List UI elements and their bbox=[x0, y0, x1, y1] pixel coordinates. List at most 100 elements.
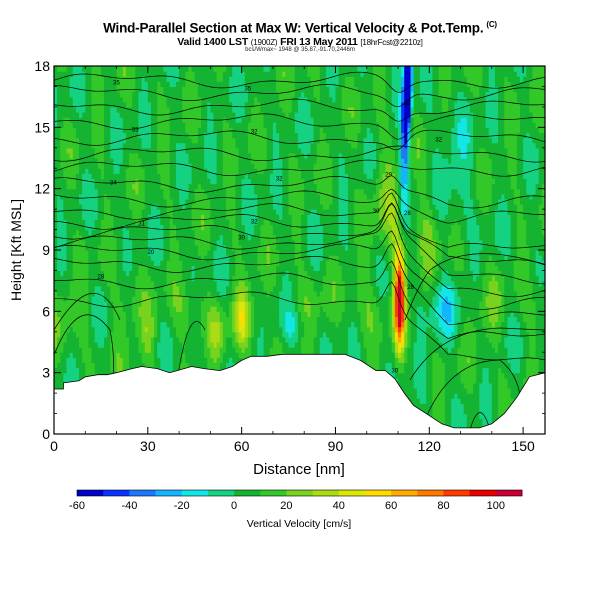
heat-cell bbox=[238, 347, 243, 353]
heat-cell bbox=[213, 122, 218, 128]
heat-cell bbox=[200, 214, 205, 220]
heat-cell bbox=[125, 331, 130, 338]
heat-cell bbox=[75, 357, 80, 364]
heat-cell bbox=[172, 239, 177, 246]
heat-cell bbox=[210, 106, 215, 113]
heat-cell bbox=[179, 234, 183, 241]
heat-cell bbox=[100, 117, 105, 123]
heat-cell bbox=[229, 255, 233, 261]
heat-cell bbox=[57, 152, 61, 159]
heat-cell bbox=[54, 270, 58, 277]
heat-cell bbox=[63, 229, 68, 236]
heat-cell bbox=[75, 331, 80, 338]
heat-cell bbox=[194, 357, 199, 364]
heat-cell bbox=[263, 352, 268, 358]
heat-cell bbox=[213, 260, 218, 266]
heat-cell bbox=[141, 91, 146, 98]
heat-cell bbox=[204, 204, 208, 210]
heat-cell bbox=[138, 71, 143, 77]
heat-cell bbox=[113, 173, 118, 180]
heat-cell bbox=[175, 239, 180, 246]
heat-cell bbox=[54, 193, 58, 200]
heat-cell bbox=[241, 132, 246, 139]
heat-cell bbox=[144, 122, 149, 128]
heat-cell bbox=[94, 173, 99, 180]
heat-cell bbox=[260, 193, 265, 200]
heat-cell bbox=[229, 132, 233, 139]
heat-cell bbox=[119, 71, 124, 77]
heat-cell bbox=[157, 285, 161, 292]
heat-cell bbox=[132, 306, 136, 312]
heat-cell bbox=[72, 168, 77, 174]
heat-cell bbox=[138, 137, 143, 144]
heat-cell bbox=[91, 158, 96, 164]
heat-cell bbox=[113, 71, 118, 77]
heat-cell bbox=[257, 122, 262, 128]
heat-cell bbox=[63, 342, 68, 348]
heat-cell bbox=[226, 81, 230, 88]
heat-cell bbox=[88, 306, 93, 312]
heat-cell bbox=[82, 163, 86, 169]
heat-cell bbox=[238, 296, 243, 302]
heat-cell bbox=[235, 331, 240, 338]
heat-cell bbox=[85, 347, 89, 353]
heat-cell bbox=[110, 367, 115, 374]
heat-cell bbox=[222, 306, 227, 312]
heat-cell bbox=[166, 296, 171, 302]
heat-cell bbox=[60, 234, 64, 241]
heat-cell bbox=[191, 106, 196, 113]
heat-cell bbox=[175, 362, 180, 369]
heat-cell bbox=[154, 357, 158, 364]
heat-cell bbox=[75, 209, 80, 215]
heat-cell bbox=[91, 127, 96, 134]
heat-cell bbox=[179, 81, 183, 88]
heat-cell bbox=[204, 244, 208, 251]
heat-cell bbox=[147, 306, 152, 312]
heat-cell bbox=[213, 91, 218, 98]
heat-cell bbox=[247, 296, 252, 302]
heat-cell bbox=[169, 193, 174, 200]
heat-cell bbox=[163, 158, 168, 164]
heat-cell bbox=[150, 81, 155, 88]
heat-cell bbox=[88, 137, 93, 144]
heat-cell bbox=[229, 66, 233, 72]
heat-cell bbox=[157, 336, 161, 343]
heat-cell bbox=[138, 296, 143, 302]
heat-cell bbox=[116, 127, 121, 134]
heat-cell bbox=[82, 362, 86, 369]
heat-cell bbox=[229, 117, 233, 123]
heat-cell bbox=[154, 81, 158, 88]
heat-cell bbox=[54, 352, 58, 358]
heat-cell bbox=[163, 275, 168, 282]
heat-cell bbox=[141, 76, 146, 82]
heat-cell bbox=[75, 193, 80, 200]
heat-cell bbox=[254, 76, 258, 82]
heat-cell bbox=[172, 229, 177, 236]
heat-cell bbox=[219, 270, 224, 277]
heat-cell bbox=[216, 347, 221, 353]
heat-cell bbox=[57, 301, 61, 307]
heat-cell bbox=[144, 117, 149, 123]
heat-cell bbox=[100, 178, 105, 185]
heat-cell bbox=[91, 219, 96, 226]
heat-cell bbox=[119, 331, 124, 338]
heat-cell bbox=[100, 265, 105, 272]
heat-cell bbox=[122, 326, 127, 333]
heat-cell bbox=[104, 101, 108, 108]
heat-cell bbox=[147, 127, 152, 134]
heat-cell bbox=[135, 280, 140, 287]
heat-cell bbox=[182, 244, 186, 251]
heat-cell bbox=[160, 173, 165, 180]
heat-cell bbox=[57, 270, 61, 277]
heat-cell bbox=[207, 76, 211, 82]
heat-cell bbox=[150, 270, 155, 277]
heat-cell bbox=[63, 270, 68, 277]
heat-cell bbox=[254, 198, 258, 205]
heat-cell bbox=[185, 336, 190, 343]
heat-cell bbox=[238, 306, 243, 312]
heat-cell bbox=[247, 219, 252, 226]
heat-cell bbox=[238, 255, 243, 261]
heat-cell bbox=[144, 214, 149, 220]
heat-cell bbox=[207, 301, 211, 307]
